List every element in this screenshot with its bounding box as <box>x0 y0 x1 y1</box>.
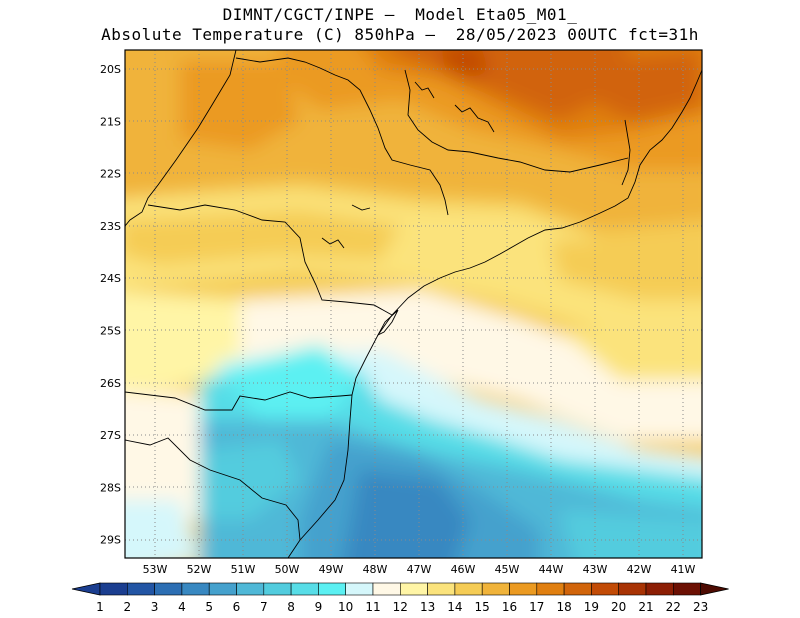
colorbar-swatch <box>645 582 674 596</box>
lon-tick-label: 47W <box>407 563 432 576</box>
colorbar-label: 7 <box>260 600 268 614</box>
colorbar-swatch <box>618 582 647 596</box>
colorbar-label: 9 <box>315 600 323 614</box>
lon-tick-label: 50W <box>275 563 300 576</box>
lon-tick-label: 45W <box>495 563 520 576</box>
lake <box>321 237 345 249</box>
lake <box>351 204 371 211</box>
title-line-2: Absolute Temperature (C) 850hPa – 28/05/… <box>101 25 699 44</box>
colorbar-swatch <box>372 582 401 596</box>
coastline-borders <box>125 50 702 558</box>
state-border <box>621 119 631 186</box>
colorbar-swatch <box>454 582 483 596</box>
lat-tick-label: 22S <box>100 168 121 181</box>
colorbar-label: 17 <box>529 600 544 614</box>
lon-tick-label: 49W <box>319 563 344 576</box>
colorbar-swatch <box>345 582 374 596</box>
colorbar-swatch <box>236 582 265 596</box>
colorbar-swatch <box>263 582 292 596</box>
colorbar-label: 23 <box>693 600 708 614</box>
lon-tick-label: 46W <box>451 563 476 576</box>
state-border <box>125 50 237 227</box>
map-frame <box>124 49 703 559</box>
lat-tick-label: 24S <box>100 272 121 285</box>
lon-tick-label: 52W <box>187 563 212 576</box>
colorbar-label: 11 <box>365 600 380 614</box>
grid-lines <box>125 50 702 558</box>
lon-tick-label: 51W <box>231 563 256 576</box>
bay <box>376 309 399 337</box>
lon-tick-label: 48W <box>363 563 388 576</box>
colorbar-label: 19 <box>584 600 599 614</box>
colorbar-swatch <box>318 582 346 596</box>
state-border <box>235 57 449 216</box>
colorbar-label: 13 <box>420 600 435 614</box>
colorbar-label: 10 <box>338 600 353 614</box>
lon-tick-label: 41W <box>671 563 696 576</box>
colorbar-label: 12 <box>393 600 408 614</box>
colorbar-label: 5 <box>205 600 213 614</box>
lon-tick-label: 43W <box>583 563 608 576</box>
colorbar-label: 14 <box>447 600 462 614</box>
lon-tick-label: 42W <box>627 563 652 576</box>
colorbar-label: 2 <box>123 600 131 614</box>
lon-tick-label: 44W <box>539 563 564 576</box>
colorbar-label: 8 <box>287 600 295 614</box>
temperature-field <box>125 50 702 558</box>
colorbar-swatch <box>290 582 319 596</box>
colorbar-swatch <box>99 582 128 596</box>
colorbar-swatch <box>399 582 428 596</box>
colorbar-label: 18 <box>556 600 571 614</box>
state-border <box>125 391 353 411</box>
colorbar-swatch <box>127 582 155 596</box>
colorbar-arrow-low <box>71 582 101 596</box>
colorbar: 1 2 3 4 5 6 7 8 9 10 11 12 13 14 15 16 17 18 19 20 21 22 23 <box>71 582 729 614</box>
lon-tick-label: 53W <box>143 563 168 576</box>
colorbar-label: 6 <box>233 600 241 614</box>
colorbar-swatch <box>427 582 456 596</box>
longitude-tick-labels: 53W 52W 51W 50W 49W 48W 47W 46W 45W 44W 43W 42W 41W <box>143 563 696 576</box>
colorbar-label: 15 <box>475 600 490 614</box>
colorbar-label: 20 <box>611 600 626 614</box>
colorbar-swatch <box>672 582 701 596</box>
lat-tick-label: 25S <box>100 325 121 338</box>
colorbar-swatch <box>536 582 565 596</box>
state-border <box>345 50 629 173</box>
colorbar-swatch <box>591 582 620 596</box>
colorbar-swatch <box>181 582 210 596</box>
coastline <box>287 69 702 558</box>
lat-tick-label: 28S <box>100 481 121 494</box>
lat-tick-label: 23S <box>100 220 121 233</box>
state-border <box>147 204 393 316</box>
lake <box>454 104 495 133</box>
colorbar-label: 22 <box>666 600 681 614</box>
colorbar-label: 16 <box>502 600 517 614</box>
latitude-tick-labels: 20S 21S 22S 23S 24S 25S 26S 27S 28S 29S <box>100 63 121 547</box>
lat-tick-label: 26S <box>100 377 121 390</box>
lat-tick-label: 20S <box>100 63 121 76</box>
colorbar-swatch <box>509 582 538 596</box>
colorbar-arrow-high <box>700 582 729 596</box>
lake <box>414 81 435 99</box>
colorbar-label: 1 <box>96 600 104 614</box>
colorbar-label: 4 <box>178 600 186 614</box>
state-border <box>125 437 301 541</box>
colorbar-swatch <box>208 582 237 596</box>
title-line-1: DIMNT/CGCT/INPE – Model Eta05_M01_ <box>222 5 578 24</box>
colorbar-swatch <box>154 582 183 596</box>
lat-tick-label: 29S <box>100 534 121 547</box>
colorbar-swatch <box>481 582 510 596</box>
lat-tick-label: 27S <box>100 429 121 442</box>
colorbar-label: 3 <box>151 600 159 614</box>
colorbar-swatch <box>563 582 592 596</box>
colorbar-label: 21 <box>638 600 653 614</box>
lat-tick-label: 21S <box>100 115 121 128</box>
